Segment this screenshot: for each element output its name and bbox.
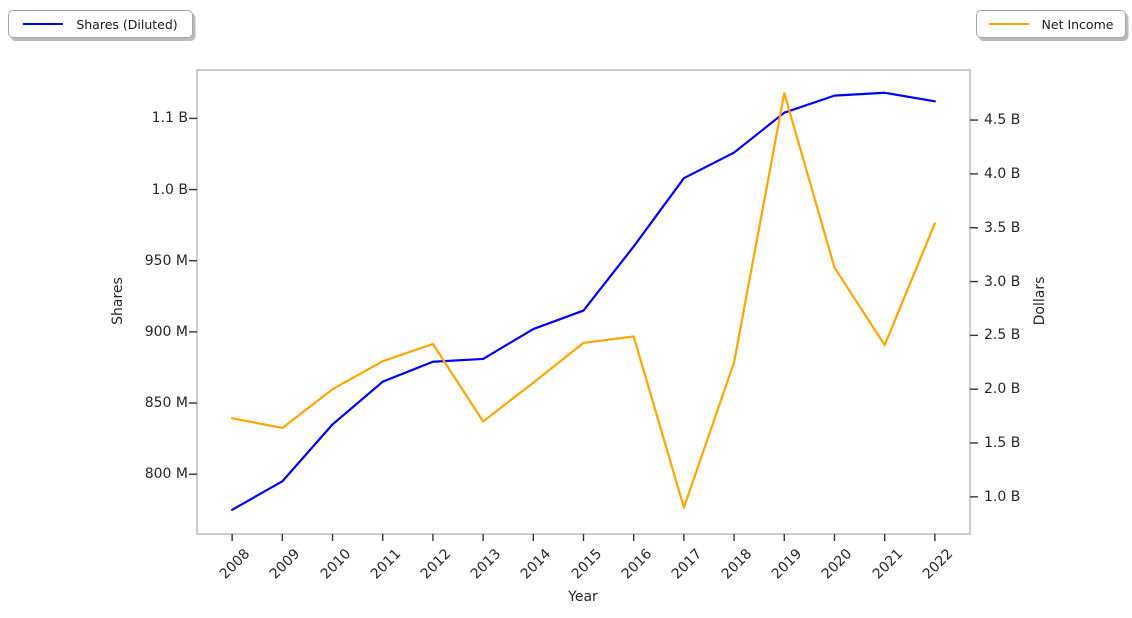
y-tick-label-left: 1.1 B (151, 110, 188, 127)
legend-net-income: Net Income (976, 10, 1126, 38)
y-tick-label-right: 2.0 B (984, 381, 1021, 398)
legend-shares: Shares (Diluted) (8, 10, 193, 38)
data-line-shares (231, 91, 936, 511)
y-tick-label-left: 950 M (144, 252, 188, 269)
data-line-net-income (231, 92, 936, 509)
y-tick-label-right: 1.5 B (984, 435, 1021, 452)
y-tick-label-left: 1.0 B (151, 181, 188, 198)
y-tick-label-right: 2.5 B (984, 327, 1021, 344)
legend-label-net-income: Net Income (1041, 16, 1114, 32)
legend-line-orange-icon (988, 23, 1029, 25)
legend-label-shares: Shares (Diluted) (76, 16, 178, 32)
y-tick-label-right: 3.5 B (984, 219, 1021, 236)
y-tick-label-right: 3.0 B (984, 273, 1021, 290)
y-tick-label-left: 900 M (144, 323, 188, 340)
y-tick-label-right: 1.0 B (984, 488, 1021, 505)
legend-line-blue-icon (23, 23, 64, 25)
plot-border (196, 69, 971, 535)
y-tick-label-left: 800 M (144, 466, 188, 483)
y-tick-label-right: 4.0 B (984, 165, 1021, 182)
y-tick-label-left: 850 M (144, 395, 188, 412)
y-axis-label-left: Shares (110, 277, 126, 325)
y-axis-label-right: Dollars (1032, 276, 1048, 326)
x-axis-label: Year (568, 589, 598, 605)
y-tick-label-right: 4.5 B (984, 112, 1021, 129)
